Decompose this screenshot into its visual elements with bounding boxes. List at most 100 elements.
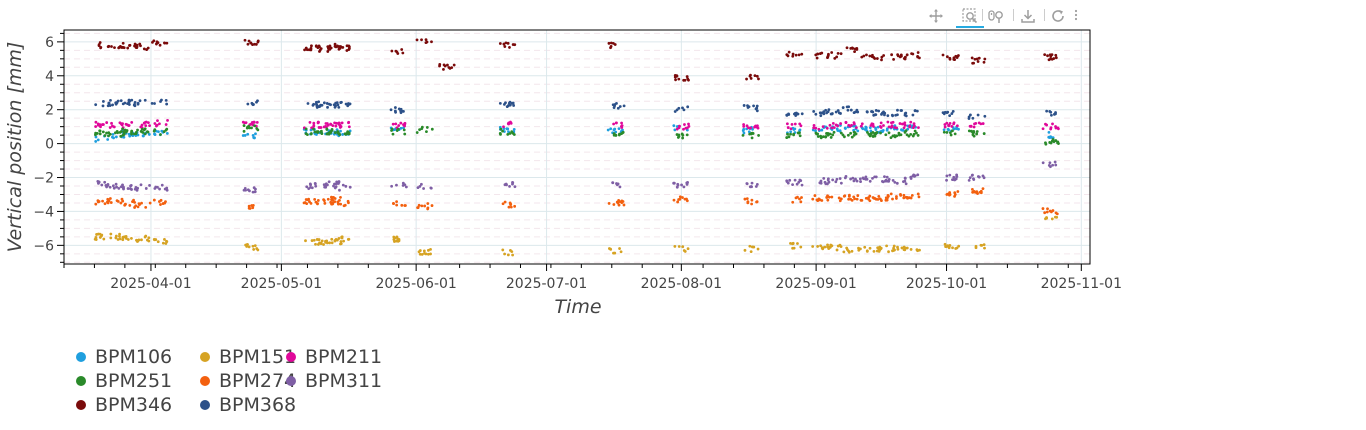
data-point <box>845 105 849 109</box>
data-point <box>797 180 801 184</box>
data-point <box>503 45 507 48</box>
data-point <box>884 133 888 137</box>
data-point <box>902 196 906 200</box>
data-point <box>106 197 110 201</box>
data-point <box>164 200 167 204</box>
data-point <box>831 178 835 182</box>
legend-item[interactable]: BPM311 <box>286 370 382 392</box>
more-tools-button[interactable] <box>1070 6 1082 26</box>
data-point <box>868 199 872 203</box>
data-point <box>339 242 343 246</box>
data-point <box>864 125 868 129</box>
data-point <box>855 48 859 51</box>
legend-label: BPM346 <box>95 394 173 416</box>
data-point <box>903 177 907 180</box>
x-tick-label: 2025-06-01 <box>375 276 456 292</box>
data-point <box>336 103 340 107</box>
data-point <box>118 232 121 236</box>
data-point <box>509 205 513 209</box>
legend-item[interactable]: BPM251 <box>76 370 172 392</box>
data-point <box>900 122 904 126</box>
legend-item[interactable]: BPM151 <box>200 346 296 368</box>
data-point <box>838 199 842 203</box>
data-point <box>971 133 975 137</box>
data-point <box>846 108 850 112</box>
data-point <box>817 197 821 201</box>
data-point <box>109 99 112 102</box>
data-point <box>143 132 147 136</box>
y-tick-label: 2 <box>45 103 54 119</box>
data-point <box>155 42 158 46</box>
pan-tool-button[interactable] <box>926 6 946 26</box>
x-tick-label: 2025-07-01 <box>506 276 587 292</box>
data-point <box>789 241 792 245</box>
data-point <box>333 197 337 200</box>
data-point <box>319 47 323 51</box>
data-point <box>133 201 136 204</box>
data-point <box>942 128 946 132</box>
data-point <box>304 239 307 243</box>
data-point <box>613 251 617 255</box>
data-point <box>903 121 907 125</box>
legend-item[interactable]: BPM274 <box>200 370 296 392</box>
wheel-zoom-tool-button[interactable] <box>986 6 1006 26</box>
x-axis-label: Time <box>554 296 601 318</box>
data-point <box>94 202 98 206</box>
data-point <box>304 132 308 136</box>
data-point <box>101 104 105 108</box>
data-point <box>508 46 511 49</box>
data-point <box>753 125 756 129</box>
data-point <box>511 181 515 185</box>
legend-item[interactable]: BPM368 <box>200 394 296 416</box>
data-point <box>133 103 136 106</box>
data-point <box>1041 127 1045 131</box>
data-point <box>147 121 150 125</box>
data-point <box>243 38 247 42</box>
data-point <box>305 202 309 206</box>
data-point <box>1051 137 1055 141</box>
data-point <box>884 196 888 200</box>
legend-item[interactable]: BPM211 <box>286 346 382 368</box>
data-point <box>426 202 430 205</box>
data-point <box>347 125 351 129</box>
x-tick-label: 2025-11-01 <box>1041 276 1122 292</box>
data-point <box>785 136 789 139</box>
legend-item[interactable]: BPM106 <box>76 346 172 368</box>
data-point <box>826 133 830 137</box>
data-point <box>611 103 615 107</box>
save-tool-button[interactable] <box>1018 6 1038 26</box>
data-point <box>254 187 257 191</box>
data-point <box>424 38 428 42</box>
data-point <box>872 134 876 138</box>
chart[interactable]: −6 −4 −2 0 2 4 6 2025-04-01 2025-05-01 2025-06-01… <box>0 0 1366 330</box>
data-point <box>425 126 429 129</box>
data-point <box>306 102 310 105</box>
data-point <box>683 123 686 126</box>
data-point <box>902 126 906 130</box>
reset-tool-button[interactable] <box>1048 6 1068 26</box>
data-point <box>105 131 108 135</box>
data-point <box>747 126 750 130</box>
data-point <box>785 122 789 126</box>
data-point <box>161 241 165 245</box>
data-point <box>1056 141 1059 145</box>
data-point <box>854 126 858 130</box>
data-point <box>347 102 350 105</box>
box-zoom-tool-button[interactable] <box>956 6 984 28</box>
data-point <box>847 123 851 127</box>
data-point <box>678 197 682 201</box>
data-point <box>943 110 947 114</box>
data-point <box>94 238 98 241</box>
data-point <box>917 195 921 199</box>
data-point <box>816 245 820 248</box>
data-point <box>246 125 250 129</box>
data-point <box>827 245 831 249</box>
legend-item[interactable]: BPM346 <box>76 394 172 416</box>
data-point <box>902 193 906 197</box>
data-point <box>341 46 345 49</box>
data-point <box>874 113 878 117</box>
data-point <box>889 192 893 196</box>
data-point <box>330 241 334 245</box>
data-point <box>128 134 132 138</box>
data-point <box>251 190 255 194</box>
